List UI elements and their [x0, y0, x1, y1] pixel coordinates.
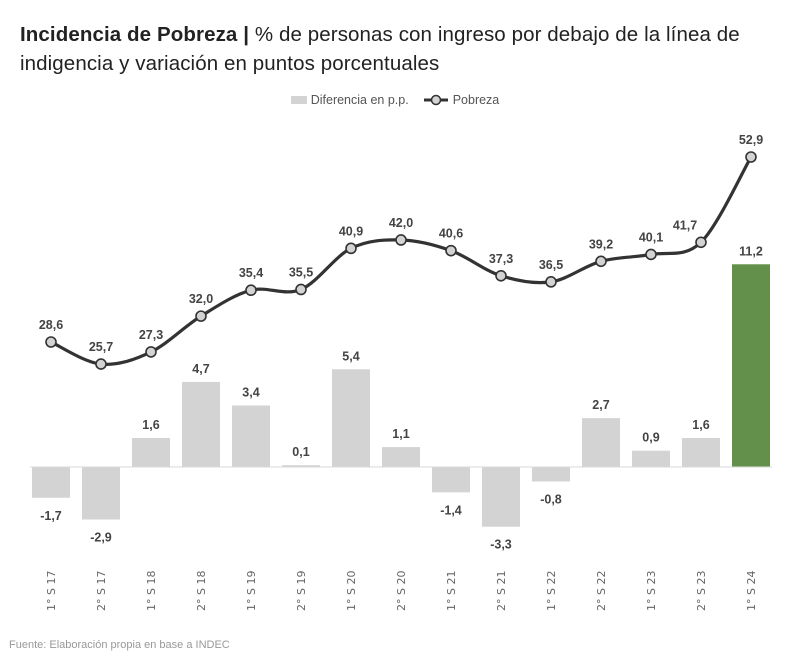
- line-marker-6: [345, 242, 357, 255]
- line-marker-11: [595, 255, 607, 268]
- legend-bar-swatch-icon: [290, 96, 307, 104]
- bar-label-11: 2,7: [592, 398, 609, 412]
- bar-label-10: -0,8: [540, 492, 562, 506]
- line-marker-10: [545, 276, 557, 288]
- markers-layer: [45, 151, 757, 370]
- x-tick-label-12: 1° S 23: [645, 571, 658, 611]
- bar-9: [482, 467, 520, 527]
- line-marker-14: [745, 151, 757, 163]
- x-tick-label-9: 2° S 21: [495, 571, 508, 611]
- x-tick-label-10: 1° S 22: [545, 571, 558, 611]
- bar-13: [682, 438, 720, 467]
- bar-label-5: 0,1: [292, 445, 309, 459]
- bar-label-1: -2,9: [90, 530, 112, 544]
- bar-label-7: 1,1: [392, 427, 409, 441]
- line-marker-0: [45, 336, 57, 348]
- bar-11: [582, 418, 620, 467]
- line-label-6: 40,9: [339, 224, 363, 238]
- bar-7: [382, 447, 420, 467]
- line-label-2: 27,3: [139, 328, 163, 342]
- legend-bar-label: Diferencia en p.p.: [310, 93, 409, 107]
- bar-0: [32, 467, 70, 498]
- legend-item-bars: Diferencia en p.p.: [290, 93, 409, 107]
- line-marker-2: [145, 346, 157, 358]
- line-marker-4: [245, 284, 257, 297]
- line-label-13: 41,7: [673, 218, 697, 232]
- bar-label-13: 1,6: [692, 418, 709, 432]
- bar-12: [632, 450, 670, 467]
- bar-2: [132, 438, 170, 467]
- bar-3: [182, 381, 220, 467]
- line-marker-5: [295, 283, 307, 296]
- bar-label-8: -1,4: [440, 503, 462, 517]
- x-tick-label-0: 1° S 17: [45, 571, 58, 611]
- bar-label-2: 1,6: [142, 418, 159, 432]
- chart-title-rest: % de personas con ingreso por debajo de …: [20, 23, 740, 75]
- x-tick-label-14: 1° S 24: [745, 571, 758, 611]
- line-marker-9: [495, 269, 507, 282]
- chart-title-bold: Incidencia de Pobreza |: [20, 23, 250, 46]
- line-label-8: 40,6: [439, 227, 463, 241]
- line-marker-7: [395, 234, 407, 246]
- bar-1: [82, 467, 120, 520]
- x-axis-ticks: 1° S 17 2° S 17 1° S 18 2° S 18 1° S 19 2° S …: [45, 571, 758, 611]
- x-tick-label-6: 1° S 20: [345, 571, 358, 611]
- x-tick-label-13: 2° S 23: [695, 571, 708, 611]
- line-label-4: 35,4: [239, 266, 263, 280]
- line-label-5: 35,5: [289, 265, 313, 279]
- x-tick-label-5: 2° S 19: [295, 571, 308, 611]
- legend-line-label: Pobreza: [452, 93, 500, 107]
- legend-line-marker-icon: [423, 94, 448, 106]
- x-tick-label-7: 2° S 20: [395, 571, 408, 611]
- bar-label-0: -1,7: [40, 509, 62, 523]
- line-label-3: 32,0: [189, 292, 213, 306]
- line-marker-13: [695, 236, 707, 249]
- line-label-12: 40,1: [639, 230, 663, 244]
- line-marker-3: [195, 310, 207, 322]
- line-marker-1: [95, 358, 107, 370]
- bar-4: [232, 405, 270, 467]
- line-label-1: 25,7: [89, 340, 113, 354]
- line-label-0: 28,6: [39, 318, 63, 332]
- legend-item-line: Pobreza: [423, 93, 500, 107]
- legend: Diferencia en p.p. Pobreza: [0, 93, 790, 107]
- line-labels-layer: 28,6 25,7 27,3 32,0 35,4 35,5 40,9 42,0 40,6 37,3…: [39, 133, 763, 354]
- bar-label-6: 5,4: [342, 349, 359, 363]
- x-tick-label-3: 2° S 18: [195, 571, 208, 611]
- bar-label-12: 0,9: [642, 431, 659, 445]
- x-tick-label-11: 2° S 22: [595, 571, 608, 611]
- bar-label-4: 3,4: [242, 385, 259, 399]
- chart-title: Incidencia de Pobreza | % de personas co…: [20, 20, 780, 78]
- bar-5: [282, 465, 320, 467]
- bar-6: [332, 369, 370, 467]
- bar-label-3: 4,7: [192, 362, 209, 376]
- line-label-9: 37,3: [489, 252, 513, 266]
- x-tick-label-8: 1° S 21: [445, 571, 458, 611]
- line-label-7: 42,0: [389, 216, 413, 230]
- line-label-11: 39,2: [589, 237, 613, 251]
- line-marker-12: [645, 248, 657, 261]
- bar-labels-layer: -1,7 -2,9 1,6 4,7 3,4 0,1 5,4 1,1 -1,4 -3,3 -0,8 2,…: [40, 244, 763, 551]
- bar-14: [732, 264, 770, 467]
- line-label-14: 52,9: [739, 133, 763, 147]
- bar-label-9: -3,3: [490, 538, 512, 552]
- bars-layer: [32, 264, 770, 527]
- bar-8: [432, 467, 470, 493]
- x-tick-label-1: 2° S 17: [95, 571, 108, 611]
- bar-10: [532, 467, 570, 482]
- bar-label-14: 11,2: [739, 244, 763, 258]
- x-tick-label-4: 1° S 19: [245, 571, 258, 611]
- line-label-10: 36,5: [539, 258, 563, 272]
- x-tick-label-2: 1° S 18: [145, 571, 158, 611]
- line-marker-8: [445, 244, 457, 257]
- source-note: Fuente: Elaboración propia en base a IND…: [9, 639, 230, 651]
